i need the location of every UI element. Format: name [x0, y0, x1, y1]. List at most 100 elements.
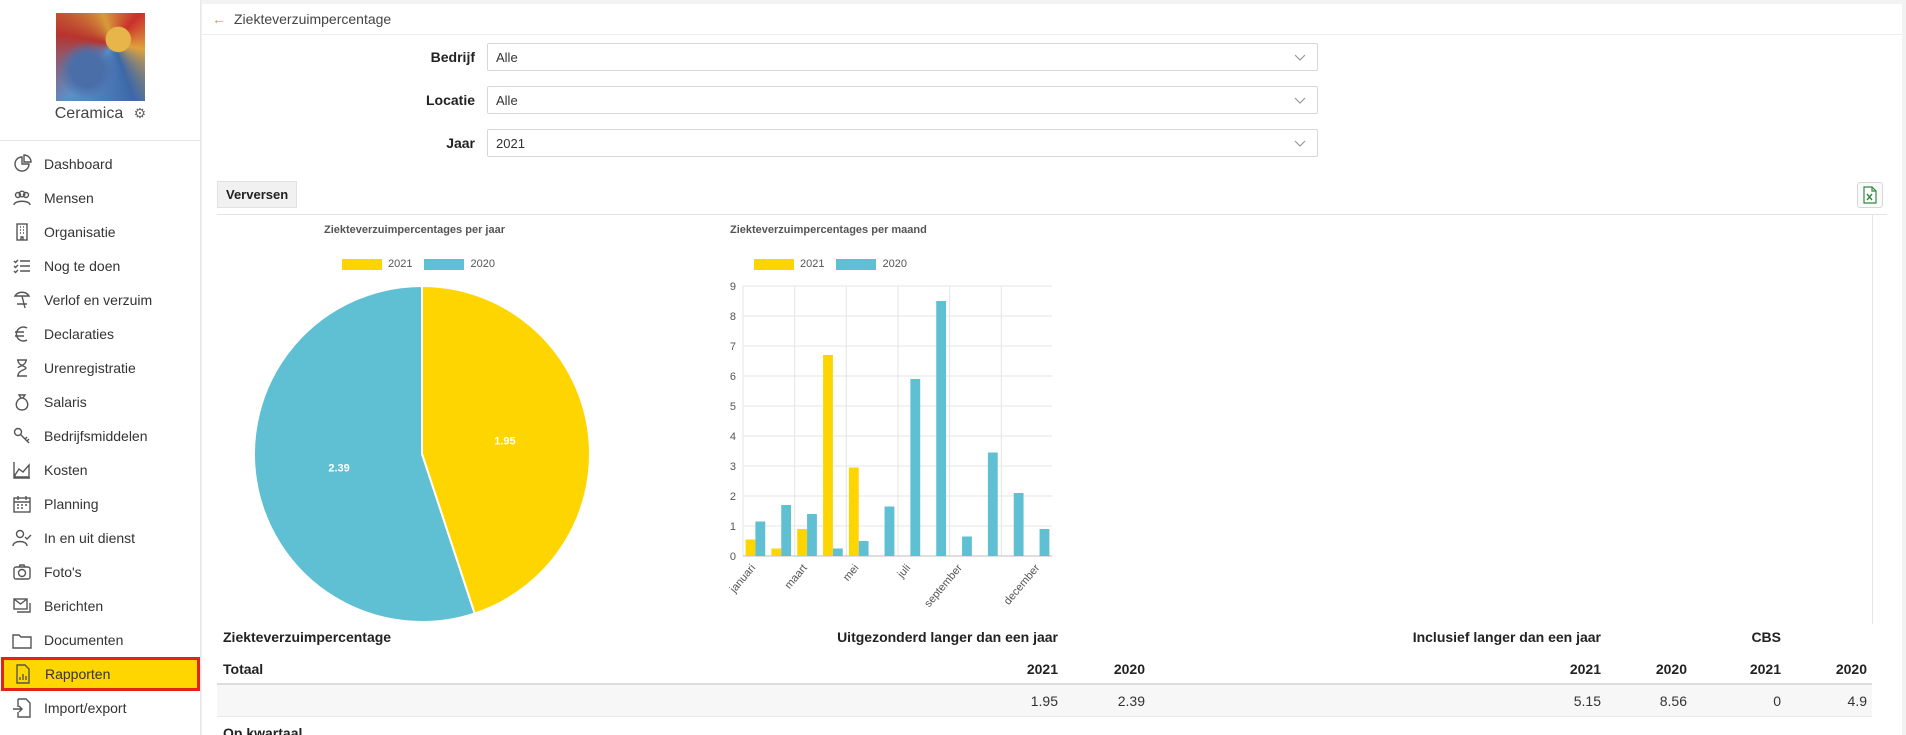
bar-2020-maart[interactable] [807, 514, 817, 556]
company-logo[interactable] [56, 13, 145, 101]
y-tick-label: 2 [730, 491, 736, 503]
sidebar-item-mensen[interactable]: Mensen [0, 181, 201, 215]
table-next-section: Op kwartaal [217, 717, 1872, 735]
excel-export-icon[interactable] [1857, 182, 1883, 208]
g2-year-2021: 2021 [1569, 661, 1601, 677]
sidebar-item-bedrijfsmiddelen[interactable]: Bedrijfsmiddelen [0, 419, 201, 453]
pie-slice-2020[interactable] [253, 284, 476, 623]
sidebar-item-berichten[interactable]: Berichten [0, 589, 201, 623]
sidebar-item-kosten[interactable]: Kosten [0, 453, 201, 487]
sidebar-item-nog-te-doen[interactable]: Nog te doen [0, 249, 201, 283]
back-arrow-icon[interactable]: ← [212, 11, 226, 27]
scroll-divider [1872, 214, 1873, 624]
y-tick-label: 5 [730, 401, 736, 413]
sidebar-item-verlof-en-verzuim[interactable]: Verlof en verzuim [0, 283, 201, 317]
gear-icon[interactable]: ⚙ [133, 105, 147, 121]
sidebar-item-label: In en uit dienst [44, 530, 136, 546]
bar-2020-december[interactable] [1039, 529, 1050, 556]
sidebar-item-in-en-uit-dienst[interactable]: In en uit dienst [0, 521, 201, 555]
sidebar-item-rapporten[interactable]: Rapporten [1, 657, 200, 691]
area-chart-icon [10, 460, 34, 480]
bar-2020-april[interactable] [832, 548, 843, 557]
bar-2020-februari[interactable] [781, 505, 792, 556]
sidebar: Ceramica ⚙ Dashboard Mensen Organisatie Nog… [0, 0, 201, 735]
pie-slice-2021[interactable] [421, 284, 591, 615]
y-tick-label: 0 [730, 551, 736, 563]
jaar-select[interactable]: 2021 [487, 129, 1318, 157]
main-panel: ← Ziekteverzuimpercentage Bedrijf Alle L… [202, 4, 1902, 735]
bar-2020-september[interactable] [962, 536, 972, 557]
key-icon [10, 426, 34, 446]
beach-chair-icon [10, 290, 34, 310]
legend-swatch-2020 [424, 258, 465, 270]
bar-2020-juni[interactable] [884, 506, 895, 557]
building-icon [10, 222, 34, 242]
x-tick-label: mei [841, 562, 862, 583]
sidebar-item-declaraties[interactable]: Declaraties [0, 317, 201, 351]
bar-legend: 2021 2020 [754, 258, 919, 270]
sidebar-item-foto-s[interactable]: Foto's [0, 555, 201, 589]
bar-2020-november[interactable] [1013, 493, 1024, 556]
group1-header: Uitgezonderd langer dan een jaar [837, 629, 1058, 645]
sidebar-item-documenten[interactable]: Documenten [0, 623, 201, 657]
sidebar-divider [0, 140, 201, 141]
chevron-down-icon [1293, 50, 1307, 64]
sidebar-item-label: Organisatie [44, 224, 116, 240]
refresh-button[interactable]: Verversen [217, 181, 298, 208]
legend-item-2020[interactable]: 2020 [836, 258, 907, 270]
filter-bedrijf-row: Bedrijf Alle [202, 43, 1318, 71]
legend-swatch-2021 [342, 258, 382, 270]
legend-item-2021[interactable]: 2021 [342, 258, 412, 270]
x-tick-label: maart [783, 562, 810, 591]
chevron-down-icon [1293, 136, 1307, 150]
locatie-label: Locatie [425, 92, 475, 108]
legend-item-2021[interactable]: 2021 [754, 258, 824, 270]
sidebar-item-planning[interactable]: Planning [0, 487, 201, 521]
sidebar-item-label: Nog te doen [44, 258, 121, 274]
summary-table: Ziekteverzuimpercentage Uitgezonderd lan… [217, 621, 1872, 735]
y-tick-label: 8 [730, 311, 736, 323]
bar-2020-mei[interactable] [858, 541, 869, 556]
g1-2021-value: 1.95 [1030, 693, 1058, 709]
sidebar-item-dashboard[interactable]: Dashboard [0, 147, 201, 181]
sidebar-item-salaris[interactable]: Salaris [0, 385, 201, 419]
bar-2021-april[interactable] [823, 355, 833, 556]
money-bag-icon [10, 392, 34, 412]
sidebar-item-label: Dashboard [44, 156, 113, 172]
x-tick-label: december [1002, 562, 1043, 607]
sidebar-item-label: Foto's [44, 564, 82, 580]
g1-year-2020: 2020 [1113, 661, 1145, 677]
sidebar-item-urenregistratie[interactable]: Urenregistratie [0, 351, 201, 385]
company-name: Ceramica ⚙ [0, 105, 201, 123]
g1-2020-value: 2.39 [1117, 693, 1145, 709]
g3-year-2020: 2020 [1835, 661, 1867, 677]
bar-2020-oktober[interactable] [987, 452, 998, 557]
sidebar-item-label: Declaraties [44, 326, 115, 342]
sidebar-item-organisatie[interactable]: Organisatie [0, 215, 201, 249]
y-tick-label: 7 [730, 341, 736, 353]
y-tick-label: 3 [730, 461, 736, 473]
bar-2021-februari[interactable] [771, 548, 782, 557]
bar-2021-januari[interactable] [745, 539, 756, 557]
jaar-value: 2021 [496, 135, 525, 151]
bar-2020-juli[interactable] [910, 379, 921, 556]
table-row: 1.95 2.39 5.15 8.56 0 4.9 [217, 685, 1872, 717]
locatie-select[interactable]: Alle [487, 86, 1318, 114]
sidebar-item-import-export[interactable]: Import/export [0, 691, 201, 725]
bar-2021-maart[interactable] [797, 529, 808, 556]
sidebar-item-label: Verlof en verzuim [44, 292, 153, 308]
legend-item-2020[interactable]: 2020 [424, 258, 495, 270]
sidebar-item-label: Bedrijfsmiddelen [44, 428, 148, 444]
legend-swatch-2020 [836, 258, 877, 270]
bar-2021-mei[interactable] [848, 467, 859, 557]
bar-2020-augustus[interactable] [936, 301, 947, 556]
people-icon [10, 188, 34, 208]
legend-label-2020: 2020 [470, 258, 495, 270]
bedrijf-select[interactable]: Alle [487, 43, 1318, 71]
sidebar-item-label: Import/export [44, 700, 127, 716]
x-tick-label: januari [727, 562, 758, 596]
pie-data-label: 1.95 [494, 436, 515, 448]
dashboard-icon [10, 154, 34, 174]
bar-2020-januari[interactable] [755, 521, 766, 557]
